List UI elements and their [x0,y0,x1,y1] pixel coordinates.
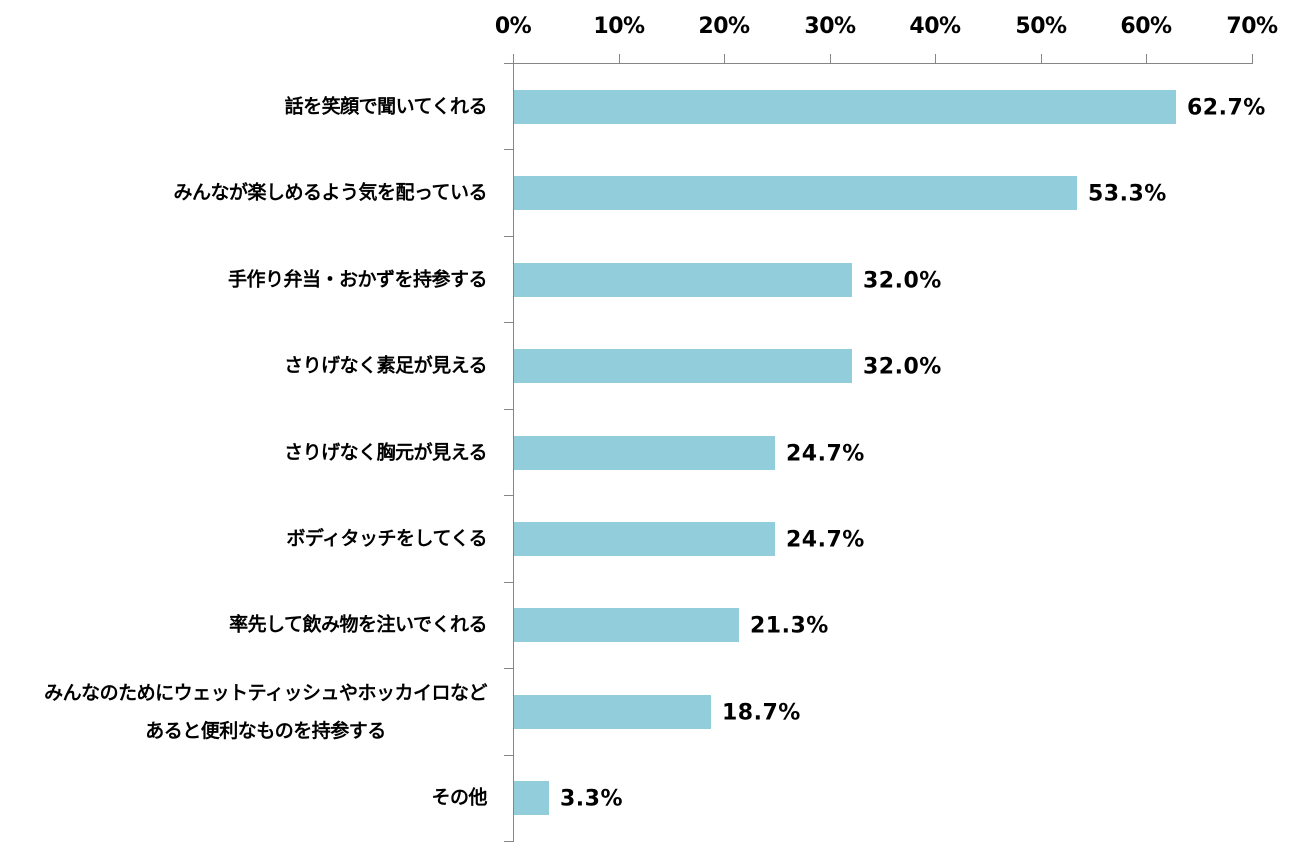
bar [514,436,775,470]
value-label: 18.7% [722,700,801,726]
value-label: 21.3% [750,613,829,639]
x-axis-tick-label: 70% [1226,14,1278,39]
y-axis-tick [504,668,513,669]
x-axis-tick [830,54,831,63]
category-label: さりげなく素足が見える [284,354,487,377]
x-axis-tick [513,54,514,63]
category-label-line: みんなのためにウェットティッシュやホッカイロなど [44,682,487,704]
bar [514,522,775,556]
x-axis-line [504,63,1253,64]
value-label: 62.7% [1187,95,1266,121]
y-axis-tick [504,409,513,410]
category-label: その他 [431,786,487,809]
y-axis-tick [504,236,513,237]
category-label: 率先して飲み物を注いでくれる [229,613,487,636]
bar [514,695,711,729]
y-axis-tick [504,63,513,64]
x-axis-tick-label: 0% [494,14,532,39]
value-label: 3.3% [560,786,624,812]
x-axis-tick [1252,54,1253,63]
x-axis-tick-label: 10% [593,14,645,39]
value-label: 24.7% [786,527,865,553]
y-axis-tick [504,495,513,496]
category-label: 話を笑顔で聞いてくれる [284,95,488,118]
bar [514,176,1077,210]
bar [514,349,852,383]
y-axis-tick [504,149,513,150]
x-axis-tick-label: 60% [1120,14,1172,39]
value-label: 53.3% [1088,181,1167,207]
x-axis-tick [1041,54,1042,63]
category-label-line: あると便利なものを持参する [145,720,386,742]
value-label: 32.0% [863,268,942,294]
x-axis-tick-label: 40% [909,14,961,39]
bar [514,90,1176,124]
x-axis-tick [1146,54,1147,63]
category-label: 手作り弁当・おかずを持参する [227,268,488,291]
y-axis-tick [504,322,513,323]
x-axis-tick [935,54,936,63]
category-label: みんなのためにウェットティッシュやホッカイロなど あると便利なものを持参する [44,674,487,750]
bar [514,263,852,297]
y-axis-line [513,63,514,842]
value-label: 32.0% [863,354,942,380]
x-axis-tick [724,54,725,63]
x-axis-tick [619,54,620,63]
category-label: ボディタッチをしてくる [286,527,487,550]
x-axis-tick-label: 20% [698,14,750,39]
bar [514,608,739,642]
y-axis-tick [504,755,513,756]
y-axis-tick [504,582,513,583]
bar [514,781,549,815]
category-label: さりげなく胸元が見える [284,441,487,464]
x-axis-tick-label: 50% [1015,14,1067,39]
value-label: 24.7% [786,441,865,467]
x-axis-tick-label: 30% [804,14,856,39]
category-label: みんなが楽しめるよう気を配っている [173,181,487,204]
y-axis-tick [504,841,513,842]
